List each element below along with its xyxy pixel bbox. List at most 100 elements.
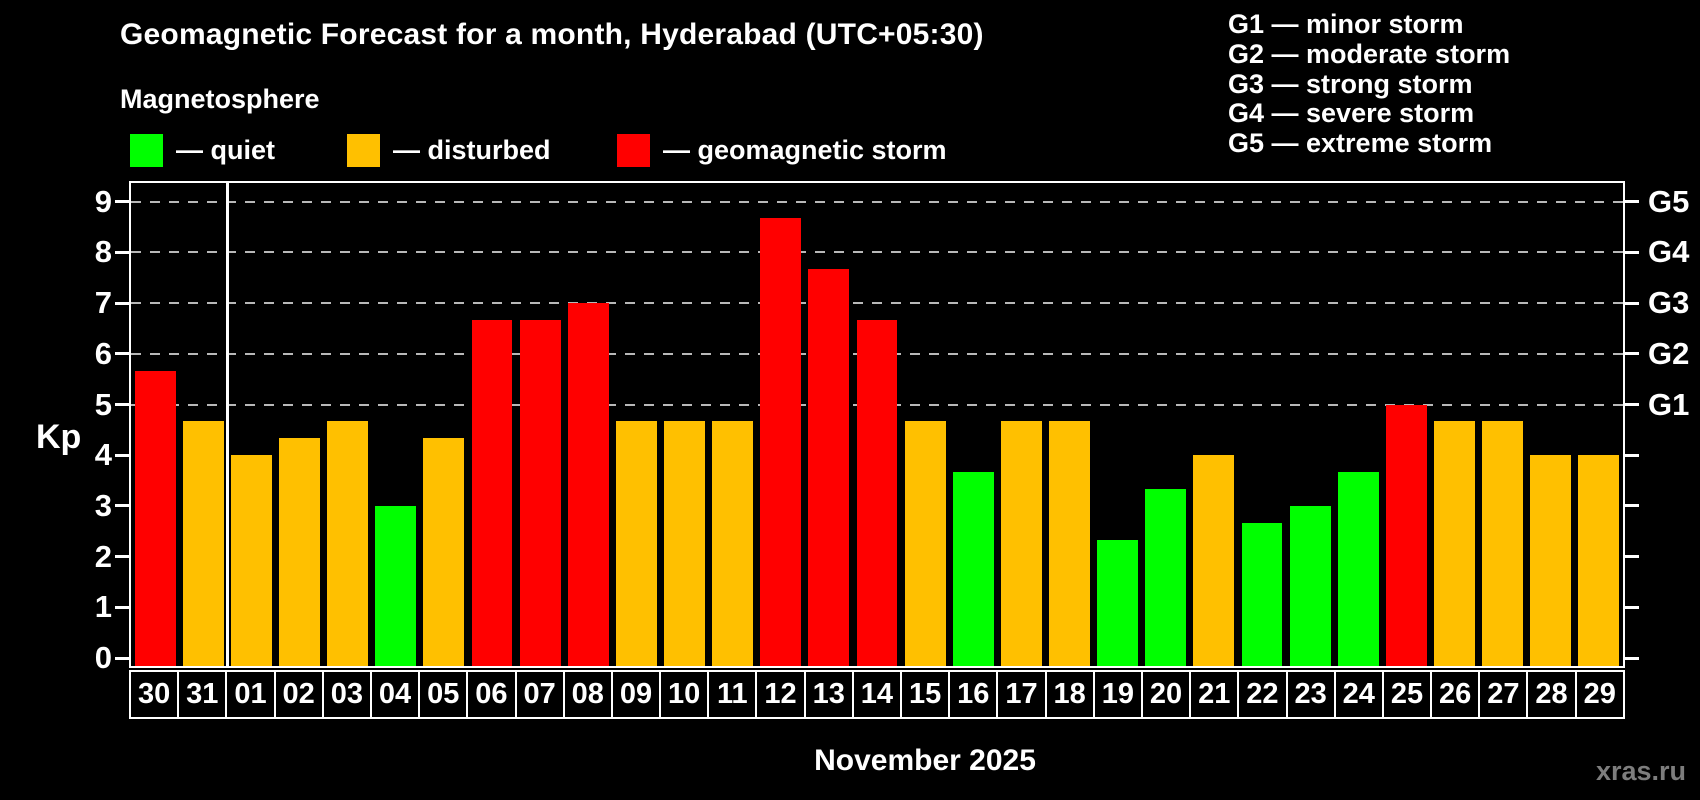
grid-line-kp8	[131, 251, 1623, 254]
g-scale-axis-label-g3: G3	[1648, 285, 1690, 321]
day-cell-25: 25	[1381, 672, 1430, 717]
chart-title: Geomagnetic Forecast for a month, Hydera…	[120, 18, 984, 51]
quiet-label: — quiet	[176, 134, 275, 165]
disturbed-color-swatch	[347, 133, 380, 167]
day-cell-30: 30	[137, 678, 171, 710]
day-cell-22: 22	[1237, 672, 1285, 717]
g-scale-axis-label-g1: G1	[1648, 386, 1690, 422]
bar-day-11	[712, 421, 754, 666]
bar-day-23	[1289, 505, 1331, 666]
bar-day-26	[1434, 421, 1475, 666]
kp-tick-label-0: 0	[94, 640, 112, 675]
day-cell-06: 06	[466, 672, 514, 717]
legend-item-quiet: — quiet	[130, 130, 275, 170]
bar-day-31	[182, 421, 224, 666]
watermark-link[interactable]: xras.ru	[1595, 756, 1686, 786]
bar-day-22	[1241, 522, 1283, 666]
day-cell-03: 03	[321, 672, 370, 717]
legend-item-storm: — geomagnetic storm	[617, 130, 947, 170]
kp-tick-label-9: 9	[94, 183, 112, 219]
right-tick-kp3	[1623, 504, 1639, 508]
bar-day-03	[327, 421, 369, 666]
kp-tick-label-7: 7	[94, 285, 112, 321]
day-cell-13: 13	[803, 672, 852, 717]
bar-day-19	[1097, 539, 1139, 666]
day-cell-05: 05	[418, 672, 466, 717]
day-cell-29: 29	[1574, 672, 1623, 717]
left-tick-kp2	[115, 555, 129, 559]
day-cell-08: 08	[562, 672, 611, 717]
g-scale-axis-label-g2: G2	[1648, 335, 1690, 371]
bar-day-29	[1578, 455, 1620, 666]
day-cell-14: 14	[851, 672, 900, 717]
plot-inner	[131, 183, 1623, 666]
day-cell-27: 27	[1478, 672, 1526, 717]
day-cell-01: 01	[225, 672, 273, 717]
left-tick-kp0	[115, 656, 129, 660]
storm-scale-item-g5: G5 — extreme storm	[1228, 128, 1493, 159]
kp-tick-label-2: 2	[94, 538, 112, 574]
right-tick-kp5	[1623, 403, 1639, 406]
day-cell-11: 11	[707, 672, 755, 717]
storm-scale-item-g1: G1 — minor storm	[1228, 9, 1464, 39]
left-tick-kp8	[115, 250, 129, 254]
day-cell-26: 26	[1430, 672, 1478, 717]
storm-scale-item-g2: G2 — moderate storm	[1228, 38, 1511, 69]
left-tick-kp9	[115, 200, 129, 204]
day-cell-16: 16	[948, 672, 996, 717]
kp-tick-label-1: 1	[94, 589, 112, 625]
kp-tick-label-4: 4	[94, 437, 112, 473]
right-tick-kp0	[1623, 656, 1639, 660]
left-tick-kp1	[115, 605, 129, 609]
day-cell-07: 07	[514, 672, 563, 717]
day-cell-28: 28	[1526, 672, 1574, 717]
disturbed-label: — disturbed	[393, 134, 551, 165]
storm-scale-legend: G1 — minor storm G2 — moderate storm G3 — …	[1228, 9, 1511, 159]
bar-day-18	[1049, 421, 1090, 666]
grid-line-kp7	[131, 302, 1623, 305]
bar-day-24	[1337, 471, 1379, 666]
bar-day-01	[230, 455, 272, 666]
day-axis-row: 30 31 01 02 03 04 05 06 07 08 09 10 11 12 13 14 15 16 17 18…	[129, 670, 1625, 719]
day-cell-21: 21	[1189, 672, 1237, 717]
bar-day-15	[904, 421, 946, 666]
kp-axis-title: Kp	[36, 418, 82, 456]
bar-day-02	[278, 438, 320, 666]
right-tick-kp4	[1623, 453, 1639, 457]
left-tick-kp7	[115, 301, 129, 305]
kp-tick-label-3: 3	[94, 487, 112, 523]
right-tick-kp8	[1623, 250, 1639, 254]
bar-day-20	[1145, 489, 1187, 666]
kp-tick-label-8: 8	[94, 234, 112, 270]
month-boundary-line	[225, 183, 229, 666]
bar-day-14	[856, 319, 898, 666]
day-cell-24: 24	[1333, 672, 1382, 717]
legend-item-disturbed: — disturbed	[347, 130, 551, 170]
storm-label: — geomagnetic storm	[663, 134, 947, 165]
kp-tick-label-6: 6	[94, 335, 112, 371]
left-tick-kp4	[115, 453, 129, 457]
bar-day-12	[760, 218, 802, 666]
bar-day-09	[615, 421, 657, 666]
day-cell-23: 23	[1285, 672, 1334, 717]
day-cell-18: 18	[1044, 672, 1093, 717]
right-tick-kp6	[1623, 352, 1639, 356]
bar-day-08	[567, 303, 609, 666]
bar-day-21	[1193, 455, 1235, 666]
day-cell-20: 20	[1140, 672, 1189, 717]
magnetosphere-label: Magnetosphere	[120, 84, 320, 114]
kp-tick-label-5: 5	[94, 386, 112, 422]
bar-day-27	[1482, 421, 1524, 666]
plot-area	[129, 181, 1625, 668]
grid-line-kp9	[131, 200, 1623, 203]
bar-day-05	[423, 438, 465, 666]
storm-scale-item-g4: G4 — severe storm	[1228, 98, 1475, 129]
month-label: November 2025	[814, 744, 1036, 777]
left-tick-kp3	[115, 504, 129, 508]
day-cell-04: 04	[369, 672, 418, 717]
day-cell-10: 10	[659, 672, 707, 717]
bar-day-10	[664, 421, 705, 666]
bar-day-04	[375, 505, 417, 666]
bar-day-17	[1000, 421, 1042, 666]
right-tick-kp9	[1623, 200, 1639, 204]
